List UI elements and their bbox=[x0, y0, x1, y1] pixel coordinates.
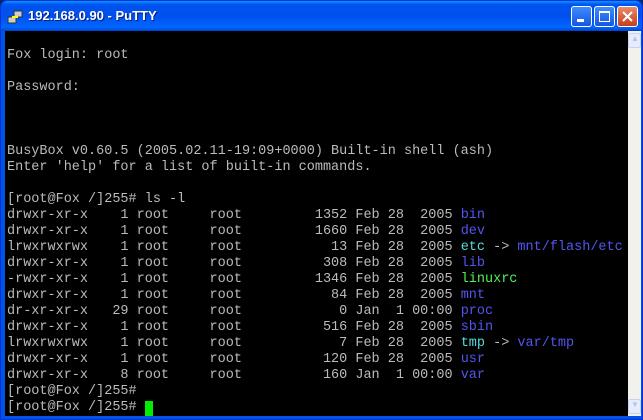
minimize-icon bbox=[577, 19, 584, 22]
terminal-text: drwxr-xr-x 8 root root 160 Jan 1 00:00 bbox=[7, 368, 461, 383]
directory-name: sbin bbox=[460, 320, 494, 335]
terminal-text: drwxr-xr-x 1 root root 1352 Feb 28 2005 bbox=[7, 208, 461, 223]
close-button[interactable] bbox=[617, 6, 638, 27]
putty-icon[interactable] bbox=[7, 9, 23, 25]
terminal-line: drwxr-xr-x 1 root root 308 Feb 28 2005 l… bbox=[7, 256, 623, 272]
terminal-line bbox=[7, 128, 623, 144]
directory-name: var/tmp bbox=[517, 336, 575, 351]
close-icon bbox=[622, 11, 633, 22]
title-bar[interactable]: 192.168.0.90 - PuTTY bbox=[1, 1, 642, 31]
terminal-line bbox=[7, 112, 623, 128]
directory-name: var bbox=[460, 368, 485, 383]
terminal-line: lrwxrwxrwx 1 root root 7 Feb 28 2005 tmp… bbox=[7, 336, 623, 352]
terminal-text: -> bbox=[485, 336, 518, 351]
terminal-text: Password: bbox=[7, 80, 80, 95]
terminal-line bbox=[7, 96, 623, 112]
scroll-up-button[interactable]: ▲ bbox=[628, 33, 641, 48]
terminal-line: -rwxr-xr-x 1 root root 1346 Feb 28 2005 … bbox=[7, 272, 623, 288]
terminal-line: BusyBox v0.60.5 (2005.02.11-19:09+0000) … bbox=[7, 144, 623, 160]
terminal-line: [root@Fox /]255# bbox=[7, 384, 623, 400]
symlink-name: tmp bbox=[460, 336, 485, 351]
directory-name: dev bbox=[460, 224, 485, 239]
terminal-output: Fox login: root Password: BusyBox v0.60.5 … bbox=[7, 32, 623, 416]
terminal-text: drwxr-xr-x 1 root root 308 Feb 28 2005 bbox=[7, 256, 461, 271]
symlink-name: etc bbox=[460, 240, 485, 255]
terminal-line: [root@Fox /]255# ls -l bbox=[7, 192, 623, 208]
terminal-line: drwxr-xr-x 8 root root 160 Jan 1 00:00 v… bbox=[7, 368, 623, 384]
directory-name: usr bbox=[460, 352, 485, 367]
executable-name: linuxrc bbox=[460, 272, 518, 287]
terminal-line: Fox login: root bbox=[7, 48, 623, 64]
terminal-text: -rwxr-xr-x 1 root root 1346 Feb 28 2005 bbox=[7, 272, 461, 287]
scrollbar[interactable]: ▲ ▼ bbox=[628, 31, 641, 416]
terminal-line: dr-xr-xr-x 29 root root 0 Jan 1 00:00 pr… bbox=[7, 304, 623, 320]
chevron-down-icon: ▼ bbox=[631, 400, 639, 409]
terminal-text: lrwxrwxrwx 1 root root 13 Feb 28 2005 bbox=[7, 240, 461, 255]
minimize-button[interactable] bbox=[571, 6, 592, 27]
terminal-line: lrwxrwxrwx 1 root root 13 Feb 28 2005 et… bbox=[7, 240, 623, 256]
scroll-down-button[interactable]: ▼ bbox=[628, 399, 641, 414]
terminal-text: dr-xr-xr-x 29 root root 0 Jan 1 00:00 bbox=[7, 304, 461, 319]
terminal-line: [root@Fox /]255# bbox=[7, 400, 623, 416]
directory-name: bin bbox=[460, 208, 485, 223]
terminal-line: Enter 'help' for a list of built-in comm… bbox=[7, 160, 623, 176]
terminal-text: Enter 'help' for a list of built-in comm… bbox=[7, 160, 372, 175]
terminal-text: [root@Fox /]255# bbox=[7, 400, 145, 415]
terminal-line bbox=[7, 32, 623, 48]
terminal-line bbox=[7, 64, 623, 80]
terminal-text: Fox login: root bbox=[7, 48, 129, 63]
terminal-line: drwxr-xr-x 1 root root 120 Feb 28 2005 u… bbox=[7, 352, 623, 368]
window-title: 192.168.0.90 - PuTTY bbox=[28, 8, 157, 23]
terminal-line: drwxr-xr-x 1 root root 84 Feb 28 2005 mn… bbox=[7, 288, 623, 304]
terminal-text: [root@Fox /]255# bbox=[7, 384, 137, 399]
directory-name: proc bbox=[460, 304, 494, 319]
directory-name: mnt bbox=[460, 288, 485, 303]
terminal-line: drwxr-xr-x 1 root root 516 Feb 28 2005 s… bbox=[7, 320, 623, 336]
chevron-up-icon: ▲ bbox=[631, 34, 639, 43]
directory-name: lib bbox=[460, 256, 485, 271]
terminal-line: drwxr-xr-x 1 root root 1352 Feb 28 2005 … bbox=[7, 208, 623, 224]
terminal-text: lrwxrwxrwx 1 root root 7 Feb 28 2005 bbox=[7, 336, 461, 351]
directory-name: mnt/flash/etc bbox=[517, 240, 623, 255]
terminal-text: drwxr-xr-x 1 root root 1660 Feb 28 2005 bbox=[7, 224, 461, 239]
terminal-cursor bbox=[144, 401, 153, 416]
terminal-text: -> bbox=[485, 240, 518, 255]
maximize-button[interactable] bbox=[594, 6, 615, 27]
terminal-text: drwxr-xr-x 1 root root 516 Feb 28 2005 bbox=[7, 320, 461, 335]
terminal-line bbox=[7, 176, 623, 192]
terminal-text: drwxr-xr-x 1 root root 120 Feb 28 2005 bbox=[7, 352, 461, 367]
terminal-text: drwxr-xr-x 1 root root 84 Feb 28 2005 bbox=[7, 288, 461, 303]
terminal-text: [root@Fox /]255# ls -l bbox=[7, 192, 186, 207]
terminal-text: BusyBox v0.60.5 (2005.02.11-19:09+0000) … bbox=[7, 144, 494, 159]
maximize-icon bbox=[599, 11, 610, 22]
terminal-line: Password: bbox=[7, 80, 623, 96]
terminal[interactable]: Fox login: root Password: BusyBox v0.60.5 … bbox=[5, 31, 628, 416]
terminal-line: drwxr-xr-x 1 root root 1660 Feb 28 2005 … bbox=[7, 224, 623, 240]
